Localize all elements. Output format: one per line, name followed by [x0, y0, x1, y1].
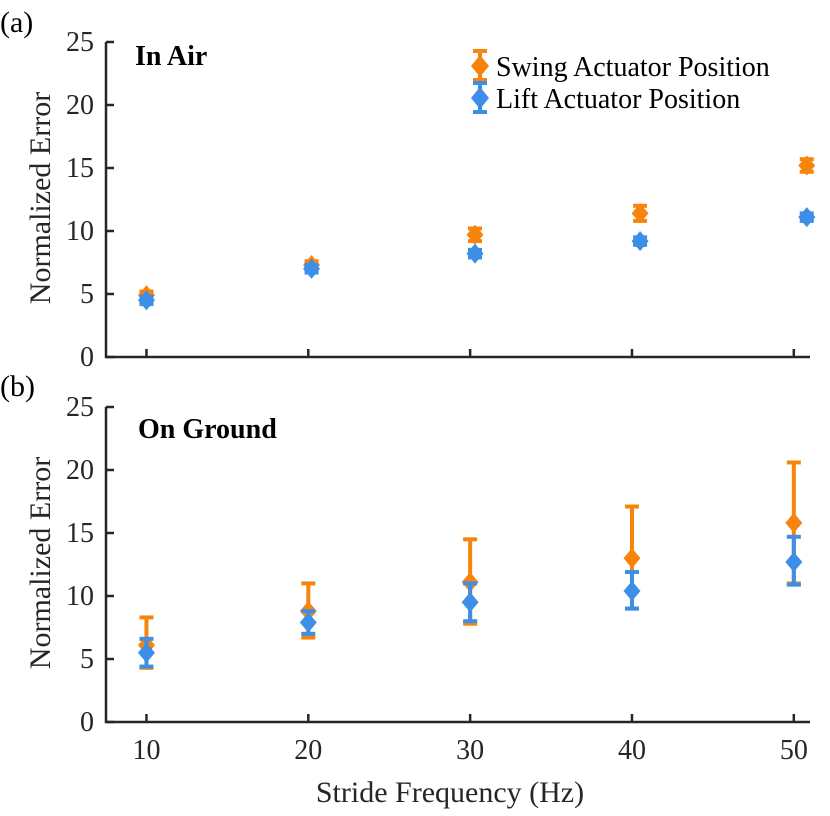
- panel-b-x-tick-label-30: 30: [456, 735, 484, 766]
- panel-b-on-ground: (b) On Ground Normalized Error 0 5 10 15 20 2…: [0, 370, 810, 809]
- panel-b-y-tick-label-25: 25: [66, 392, 94, 423]
- panel-a-y-tick-label-10: 10: [66, 216, 94, 247]
- panel-b-y-tick-label-15: 15: [66, 518, 94, 549]
- panel-b-lift-marker-2: [461, 592, 479, 613]
- panel-a-lift-point-1: [303, 258, 321, 279]
- panel-a-lift-marker-0: [137, 290, 155, 311]
- panel-b-y-tick-label-5: 5: [80, 644, 94, 675]
- panel-b-x-tick-label-10: 10: [132, 735, 160, 766]
- panel-b-axes: [104, 407, 810, 724]
- panel-b-lift-marker-4: [785, 551, 803, 572]
- panel-b-y-axis-label: Normalized Error: [24, 457, 57, 669]
- panel-a-swing-point-2: [466, 224, 484, 245]
- panel-a-y-tick-label-25: 25: [66, 27, 94, 58]
- panel-b-swing-marker-4: [785, 512, 803, 533]
- panel-a-lift-point-3: [631, 231, 649, 252]
- legend: Swing Actuator Position Lift Actuator Po…: [471, 49, 770, 115]
- panel-a-y-tick-label-0: 0: [80, 342, 94, 373]
- panel-a-ticks: 0 5 10 15 20 25: [66, 27, 796, 373]
- panel-a-tag: (a): [0, 6, 33, 39]
- legend-swing-marker: [471, 49, 489, 82]
- panel-b-lift-point-3: [623, 570, 641, 611]
- panel-b-marks: [137, 460, 803, 670]
- panel-a-y-axis-label: Normalized Error: [24, 92, 57, 304]
- x-axis-label: Stride Frequency (Hz): [316, 776, 584, 809]
- panel-b-lift-point-2: [461, 581, 479, 624]
- panel-a-lift-marker-4: [798, 207, 816, 228]
- panel-b-title: On Ground: [138, 414, 277, 445]
- panel-a-marks: [137, 155, 816, 311]
- legend-lift-label: Lift Actuator Position: [496, 84, 740, 115]
- panel-a-axes: [104, 42, 810, 359]
- panel-b-lift-point-1: [299, 609, 317, 636]
- panel-a-swing-point-3: [631, 203, 649, 224]
- legend-swing-label: Swing Actuator Position: [496, 52, 770, 83]
- panel-b-lift-marker-3: [623, 580, 641, 601]
- panel-a-y-tick-label-5: 5: [80, 279, 94, 310]
- panel-a-in-air: (a) In Air Normalized Error 0 5 10 15 20 25 S…: [0, 6, 816, 373]
- panel-b-lift-point-4: [785, 534, 803, 587]
- panel-b-x-tick-label-40: 40: [618, 735, 646, 766]
- panel-b-lift-marker-1: [299, 612, 317, 633]
- legend-lift-marker: [471, 81, 489, 114]
- panel-a-swing-marker-3: [631, 203, 649, 224]
- panel-b-y-tick-label-10: 10: [66, 581, 94, 612]
- panel-a-lift-marker-2: [466, 243, 484, 264]
- panel-a-y-tick-label-15: 15: [66, 153, 94, 184]
- panel-b-swing-marker-3: [623, 548, 641, 569]
- panel-b-x-tick-label-20: 20: [294, 735, 322, 766]
- panel-a-swing-point-4: [798, 155, 816, 176]
- panel-b-ticks: 0 5 10 15 20 25 10 20 30 40 50: [66, 392, 808, 766]
- panel-a-swing-marker-2: [466, 224, 484, 245]
- panel-b-y-tick-label-20: 20: [66, 455, 94, 486]
- panel-a-title: In Air: [135, 41, 207, 72]
- panel-a-lift-point-0: [137, 290, 155, 311]
- panel-a-lift-point-4: [798, 207, 816, 228]
- panel-b-lift-marker-0: [137, 642, 155, 663]
- panel-a-lift-marker-3: [631, 231, 649, 252]
- panel-b-y-tick-label-0: 0: [80, 707, 94, 738]
- panel-a-lift-marker-1: [303, 258, 321, 279]
- panel-b-lift-point-0: [137, 636, 155, 669]
- panel-b-tag: (b): [0, 370, 35, 403]
- panel-a-y-tick-label-20: 20: [66, 90, 94, 121]
- panel-a-lift-point-2: [466, 243, 484, 264]
- panel-b-x-tick-label-50: 50: [780, 735, 808, 766]
- panel-a-swing-marker-4: [798, 155, 816, 176]
